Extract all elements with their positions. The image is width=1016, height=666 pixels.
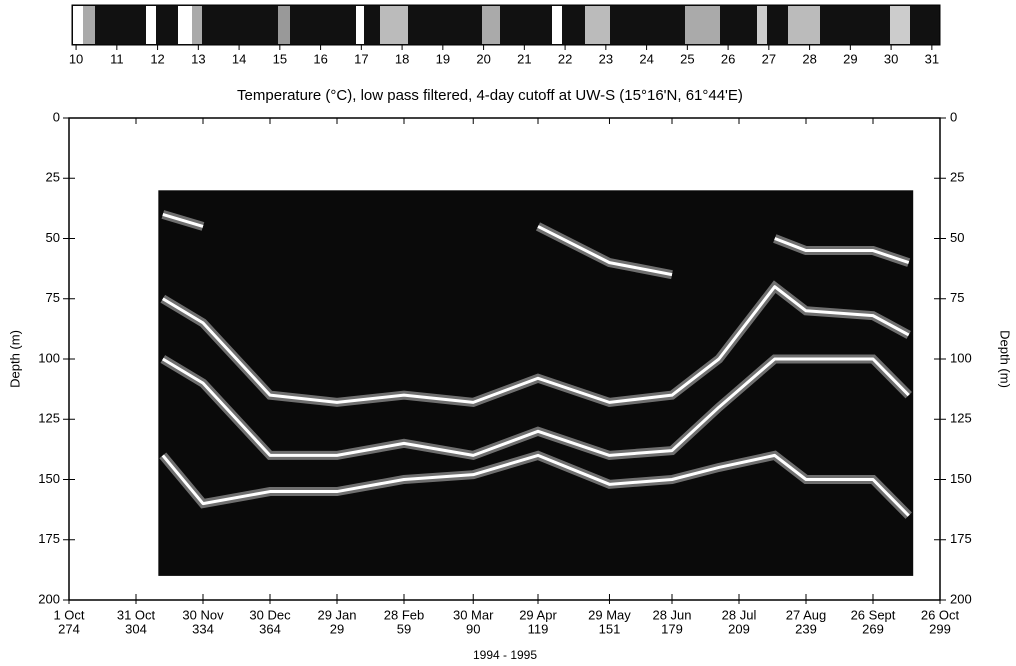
- x-tick-day: 304: [125, 621, 147, 636]
- colorbar-band: [757, 6, 767, 44]
- x-tick-label: 28 Jul: [722, 607, 757, 622]
- colorbar-band: [585, 6, 610, 44]
- x-tick-day: 364: [259, 621, 281, 636]
- x-tick-day: 269: [862, 621, 884, 636]
- x-tick-label: 28 Feb: [384, 607, 424, 622]
- colorbar-band: [482, 6, 500, 44]
- colorbar-band: [552, 6, 562, 44]
- x-tick-day: 151: [599, 621, 621, 636]
- colorbar-tick-label: 11: [110, 51, 124, 66]
- y2-tick-label: 0: [950, 109, 957, 124]
- colorbar-tick-label: 14: [232, 51, 246, 66]
- colorbar-tick-label: 21: [517, 51, 531, 66]
- colorbar-tick-label: 22: [558, 51, 572, 66]
- x-tick-label: 30 Dec: [249, 607, 291, 622]
- colorbar-tick-label: 18: [395, 51, 409, 66]
- x-tick-day: 274: [58, 621, 80, 636]
- colorbar-tick-label: 10: [69, 51, 83, 66]
- x-tick-day: 179: [661, 621, 683, 636]
- y2-tick-label: 100: [950, 350, 972, 365]
- colorbar-tick-label: 20: [476, 51, 490, 66]
- x-tick-label: 28 Jun: [652, 607, 691, 622]
- colorbar-tick-label: 12: [150, 51, 164, 66]
- colorbar-band: [146, 6, 156, 44]
- isotherm: [162, 357, 910, 457]
- colorbar-tick-label: 27: [762, 51, 776, 66]
- colorbar-band: [788, 6, 820, 44]
- colorbar-tick-label: 17: [354, 51, 368, 66]
- colorbar-tick-label: 16: [313, 51, 327, 66]
- colorbar-tick-label: 24: [639, 51, 653, 66]
- colorbar-tick-label: 13: [191, 51, 205, 66]
- y-tick-label: 150: [38, 471, 60, 486]
- colorbar-band: [685, 6, 720, 44]
- colorbar-band: [192, 6, 202, 44]
- y-axis-label: Depth (m): [7, 330, 22, 388]
- x-tick-day: 29: [330, 621, 344, 636]
- colorbar-tick-label: 28: [802, 51, 816, 66]
- colorbar-tick-label: 23: [599, 51, 613, 66]
- x-tick-day: 299: [929, 621, 951, 636]
- y2-tick-label: 175: [950, 531, 972, 546]
- colorbar-tick-label: 29: [843, 51, 857, 66]
- x-tick-day: 239: [795, 621, 817, 636]
- x-tick-label: 29 Apr: [519, 607, 557, 622]
- colorbar-tick-label: 26: [721, 51, 735, 66]
- y-tick-label: 0: [53, 109, 60, 124]
- y2-tick-label: 125: [950, 411, 972, 426]
- x-tick-day: 90: [466, 621, 480, 636]
- x-tick-day: 334: [192, 621, 214, 636]
- y-tick-label: 50: [46, 230, 60, 245]
- y2-tick-label: 200: [950, 591, 972, 606]
- y-tick-label: 175: [38, 531, 60, 546]
- x-tick-label: 29 Jan: [317, 607, 356, 622]
- x-tick-day: 209: [728, 621, 750, 636]
- y-tick-label: 25: [46, 170, 60, 185]
- x-tick-label: 30 Nov: [182, 607, 224, 622]
- colorbar-tick-label: 25: [680, 51, 694, 66]
- x-tick-day: 59: [397, 621, 411, 636]
- colorbar-band: [890, 6, 910, 44]
- colorbar-band: [73, 6, 83, 44]
- y-tick-label: 75: [46, 290, 60, 305]
- colorbar-band: [178, 6, 192, 44]
- colorbar-tick-label: 30: [884, 51, 898, 66]
- isotherm: [162, 285, 910, 404]
- colorbar-band: [356, 6, 364, 44]
- x-axis-label: 1994 - 1995: [473, 648, 537, 662]
- colorbar-tick-label: 31: [925, 51, 939, 66]
- y-tick-label: 100: [38, 350, 60, 365]
- x-tick-label: 27 Aug: [786, 607, 827, 622]
- colorbar: [71, 4, 941, 46]
- isotherm: [162, 212, 910, 277]
- colorbar-band: [278, 6, 290, 44]
- colorbar-tick-label: 19: [436, 51, 450, 66]
- y2-tick-label: 150: [950, 471, 972, 486]
- colorbar-band: [380, 6, 408, 44]
- y2-tick-label: 50: [950, 230, 964, 245]
- x-tick-label: 29 May: [588, 607, 631, 622]
- x-tick-label: 31 Oct: [117, 607, 156, 622]
- isotherm: [161, 453, 910, 517]
- x-tick-label: 26 Oct: [921, 607, 960, 622]
- y2-tick-label: 25: [950, 170, 964, 185]
- x-tick-day: 119: [528, 621, 549, 636]
- colorbar-band: [83, 6, 95, 44]
- x-tick-label: 30 Mar: [453, 607, 494, 622]
- y2-tick-label: 75: [950, 290, 964, 305]
- colorbar-tick-label: 15: [273, 51, 287, 66]
- chart-title: Temperature (°C), low pass filtered, 4-d…: [237, 87, 743, 104]
- x-tick-label: 26 Sept: [851, 607, 896, 622]
- y-tick-label: 200: [38, 591, 60, 606]
- y2-axis-label: Depth (m): [998, 330, 1013, 388]
- y-tick-label: 125: [38, 411, 60, 426]
- x-tick-label: 1 Oct: [53, 607, 84, 622]
